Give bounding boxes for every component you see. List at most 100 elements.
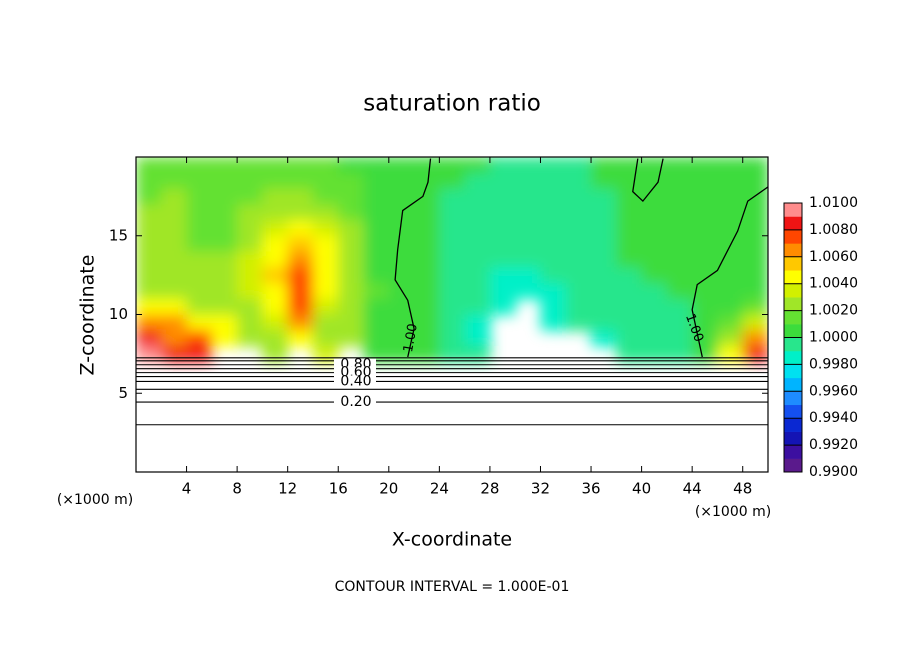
field-cell: [692, 220, 718, 237]
x-unit-label: (×1000 m): [695, 504, 771, 520]
field-cell: [641, 188, 668, 205]
x-tick-label: 12: [278, 480, 297, 498]
field-cell: [262, 314, 289, 331]
contour-line: [394, 158, 432, 358]
field-cell: [338, 251, 365, 268]
field-cell: [161, 188, 188, 205]
field-cell: [464, 188, 491, 205]
colorbar-tick-label: 1.0020: [809, 303, 858, 319]
field-cell: [565, 298, 592, 315]
field-cell: [312, 157, 339, 174]
field-cell: [540, 220, 567, 237]
field-cell: [439, 330, 466, 347]
field-cell: [742, 157, 768, 174]
field-cell: [414, 330, 440, 347]
field-cell: [388, 251, 415, 268]
field-cell: [540, 314, 567, 331]
field: [136, 157, 768, 363]
colorbar-band: [784, 283, 802, 298]
field-cell: [717, 188, 744, 205]
field-cell: [262, 283, 289, 300]
field-cell: [666, 188, 693, 205]
field-cell: [717, 220, 744, 237]
field-cell: [262, 172, 289, 189]
field-cell: [338, 172, 365, 189]
field-cell: [717, 298, 744, 315]
field-cell: [742, 283, 768, 300]
x-axis-label: X-coordinate: [392, 529, 512, 551]
field-cell: [161, 204, 188, 221]
field-cell: [363, 298, 390, 315]
field-cell: [591, 204, 617, 221]
field-cell: [540, 188, 567, 205]
field-cell: [414, 220, 440, 237]
x-tick-label: 36: [581, 480, 600, 498]
field-cell: [186, 235, 213, 252]
field-cell: [489, 283, 516, 300]
field-cell: [136, 251, 162, 268]
field-cell: [692, 204, 718, 221]
field-cell: [262, 220, 289, 237]
field-cell: [338, 204, 365, 221]
field-cell: [186, 283, 213, 300]
field-cell: [287, 298, 314, 315]
field-cell: [464, 172, 491, 189]
colorbar-band: [784, 229, 802, 244]
field-cell: [717, 235, 744, 252]
colorbar-tick-label: 0.9940: [809, 410, 858, 426]
field-cell: [161, 172, 188, 189]
field-cell: [515, 157, 541, 174]
colorbar-band: [784, 243, 802, 258]
colorbar-band: [784, 270, 802, 284]
field-cell: [186, 330, 213, 347]
field-cell: [338, 314, 365, 331]
field-cell: [591, 251, 617, 268]
field-cell: [591, 235, 617, 252]
field-cell: [237, 330, 263, 347]
field-cell: [262, 251, 289, 268]
field-cell: [464, 267, 491, 284]
colorbar-tick-label: 1.0060: [809, 249, 858, 265]
colorbar-band: [784, 364, 802, 379]
field-cell: [262, 298, 289, 315]
field-cell: [489, 204, 516, 221]
field-cell: [136, 188, 162, 205]
field-cell: [742, 172, 768, 189]
field-cell: [717, 204, 744, 221]
colorbar-tick-label: 0.9900: [809, 464, 858, 480]
field-cell: [211, 298, 238, 315]
field-cell: [338, 188, 365, 205]
field-cell: [161, 251, 188, 268]
colorbar-band: [784, 203, 802, 217]
colorbar-tick-label: 1.0040: [809, 276, 858, 292]
field-cell: [489, 220, 516, 237]
field-cell: [565, 188, 592, 205]
field-cell: [591, 283, 617, 300]
field-cell: [515, 251, 541, 268]
field-cell: [237, 220, 263, 237]
field-cell: [287, 283, 314, 300]
field-cell: [287, 314, 314, 331]
field-cell: [591, 220, 617, 237]
x-tick-label: 20: [379, 480, 398, 498]
field-cell: [464, 330, 491, 347]
field-cell: [262, 346, 289, 363]
field-cell: [136, 220, 162, 237]
field-cell: [692, 235, 718, 252]
field-cell: [439, 314, 466, 331]
colorbar-tick-label: 1.0100: [809, 195, 858, 211]
field-cell: [312, 251, 339, 268]
field-cell: [262, 157, 289, 174]
field-cell: [515, 220, 541, 237]
field-cell: [136, 330, 162, 347]
field-cell: [237, 204, 263, 221]
colorbar-band: [784, 324, 802, 338]
field-cell: [388, 204, 415, 221]
field-cell: [666, 346, 693, 363]
y-tick-label: 5: [118, 384, 128, 402]
field-cell: [666, 251, 693, 268]
field-cell: [262, 235, 289, 252]
field-cell: [136, 267, 162, 284]
field-cell: [161, 220, 188, 237]
field-cell: [717, 251, 744, 268]
